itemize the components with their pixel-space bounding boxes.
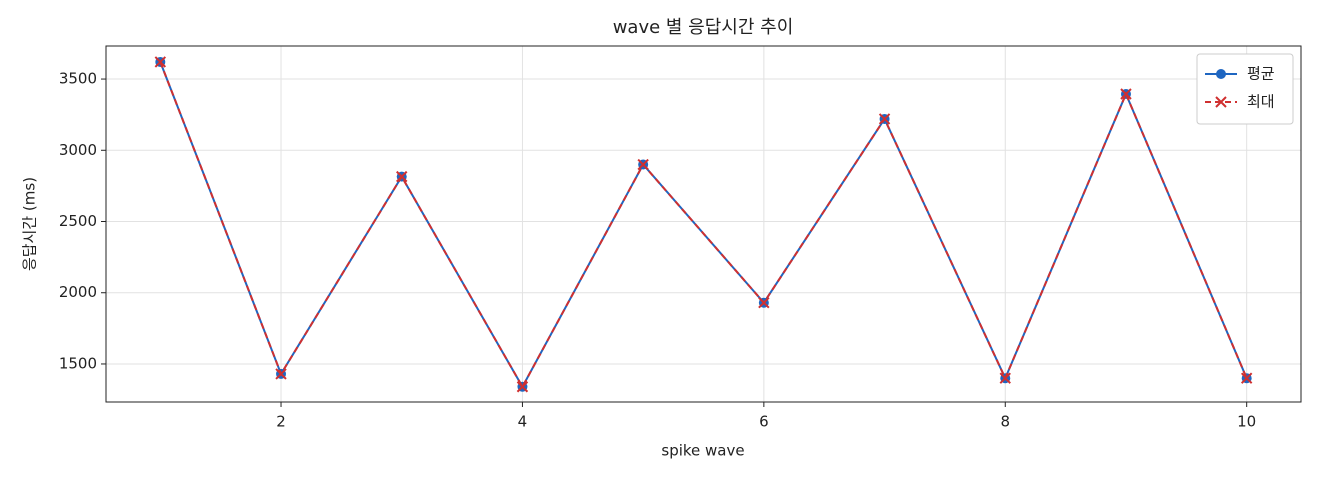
series-line bbox=[159, 61, 1248, 389]
marker bbox=[1240, 372, 1253, 384]
marker bbox=[396, 170, 408, 183]
legend-label: 최대 bbox=[1247, 93, 1275, 111]
x-tick-label: 4 bbox=[518, 413, 528, 431]
marker bbox=[154, 56, 167, 68]
x-tick-label: 6 bbox=[759, 413, 769, 431]
plot-frame bbox=[105, 45, 1302, 403]
y-axis-label: 응답시간 (ms) bbox=[21, 177, 39, 271]
y-tick-label: 1500 bbox=[59, 354, 97, 372]
y-tick-label: 2500 bbox=[59, 212, 97, 230]
y-tick-label: 3500 bbox=[59, 70, 97, 88]
marker bbox=[758, 296, 770, 309]
legend-box bbox=[1196, 53, 1294, 125]
legend-label: 평균 bbox=[1247, 65, 1275, 83]
x-tick-label: 2 bbox=[276, 413, 286, 431]
marker bbox=[1216, 69, 1226, 79]
marker bbox=[637, 158, 649, 171]
marker bbox=[275, 368, 287, 380]
marker bbox=[1215, 96, 1227, 108]
y-tick-label: 2000 bbox=[59, 283, 97, 301]
marker bbox=[999, 372, 1011, 384]
marker bbox=[878, 113, 891, 125]
x-tick-label: 10 bbox=[1237, 413, 1256, 431]
x-tick-label: 8 bbox=[1000, 413, 1010, 431]
marker bbox=[1120, 88, 1132, 100]
chart-title: wave 별 응답시간 추이 bbox=[613, 17, 794, 38]
marker bbox=[516, 381, 529, 393]
y-tick-label: 3000 bbox=[59, 141, 97, 159]
x-axis-label: spike wave bbox=[661, 442, 744, 460]
series-line bbox=[159, 61, 1248, 389]
